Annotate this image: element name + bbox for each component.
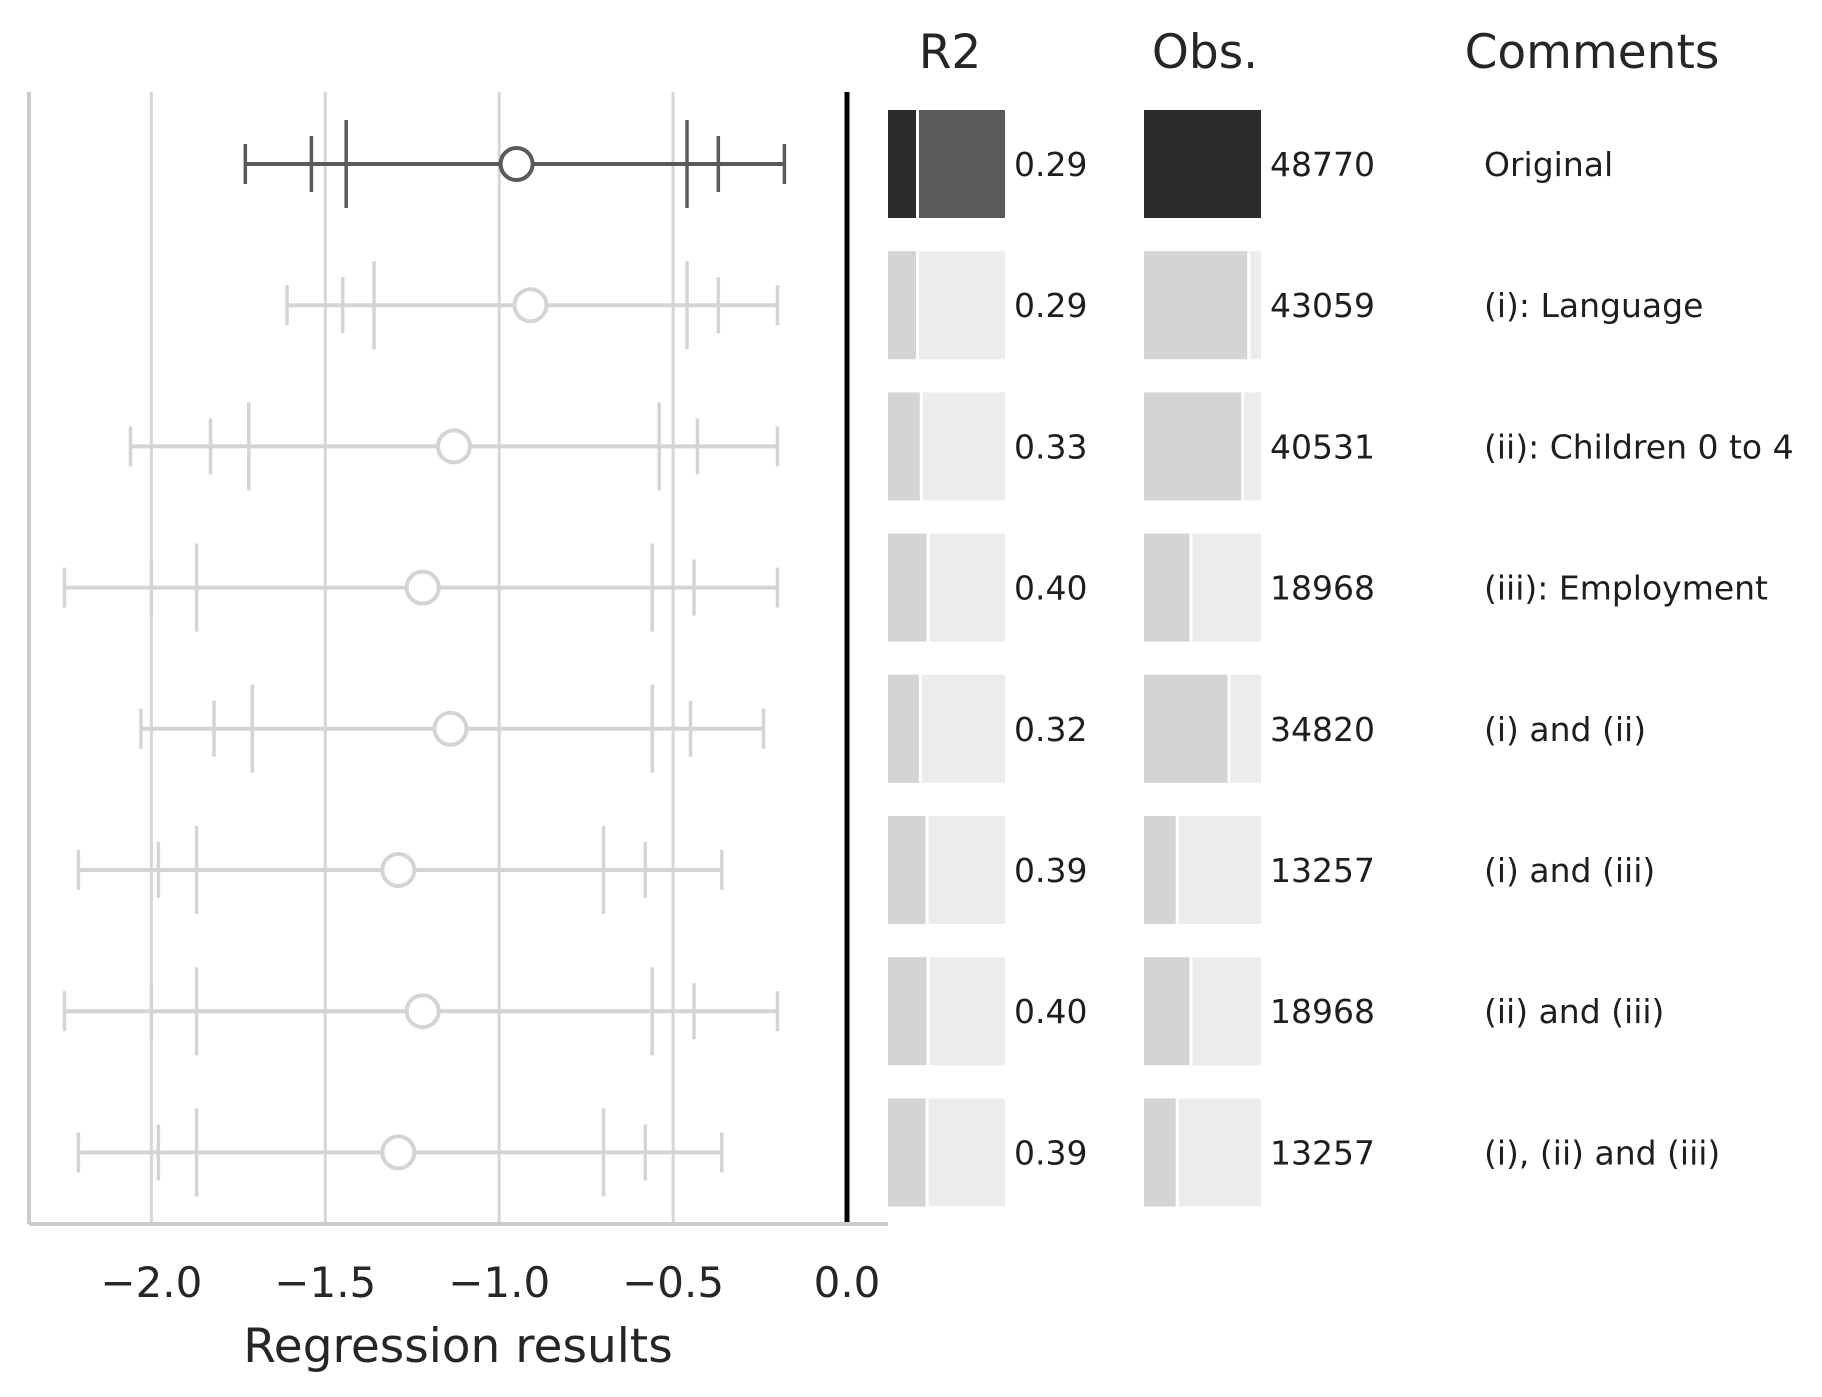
r2-value: 0.39	[1014, 1133, 1087, 1172]
row-comment: (i) and (ii)	[1484, 710, 1646, 749]
obs-value: 34820	[1270, 710, 1375, 749]
row-comment: (ii) and (iii)	[1484, 992, 1664, 1031]
point-estimate	[432, 710, 469, 747]
obs-bar-fill	[1144, 251, 1248, 360]
estimate-row: 0.39 13257 (i) and (iii)	[76, 816, 1655, 924]
obs-bar-fill	[1144, 674, 1228, 783]
estimate-row: 0.33 40531 (ii): Children 0 to 4	[128, 392, 1794, 501]
obs-value: 13257	[1270, 851, 1375, 890]
obs-value: 18968	[1270, 569, 1375, 608]
r2-bar-fill	[888, 957, 927, 1066]
point-estimate	[512, 287, 549, 324]
obs-bar-fill	[1144, 816, 1176, 924]
point-estimate	[404, 993, 441, 1030]
obs-bar-fill	[1144, 1098, 1176, 1207]
row-comment: (iii): Employment	[1484, 569, 1768, 608]
r2-value: 0.32	[1014, 710, 1087, 749]
estimate-row: 0.40 18968 (ii) and (iii)	[62, 957, 1664, 1066]
obs-value: 43059	[1270, 286, 1375, 325]
r2-bar-fill	[888, 674, 919, 783]
row-comment: (i): Language	[1484, 286, 1703, 325]
estimate-row: 0.29 43059 (i): Language	[285, 251, 1703, 360]
x-tick-labels: −2.0 −1.5 −1.0 −0.5 0.0	[100, 1258, 880, 1307]
row-comment: (ii): Children 0 to 4	[1484, 427, 1794, 466]
x-tick-label: −1.0	[448, 1258, 550, 1307]
r2-value: 0.40	[1014, 569, 1087, 608]
point-estimate	[498, 146, 535, 182]
estimate-row: 0.32 34820 (i) and (ii)	[139, 674, 1646, 783]
x-tick-label: −2.0	[100, 1258, 202, 1307]
estimate-row: 0.39 13257 (i), (ii) and (iii)	[76, 1098, 1720, 1207]
x-tick-label: −0.5	[622, 1258, 724, 1307]
row-comment: Original	[1484, 145, 1613, 184]
row-comment: (i), (ii) and (iii)	[1484, 1133, 1720, 1172]
r2-bar-fill	[888, 1098, 926, 1207]
r2-value: 0.29	[1014, 286, 1087, 325]
r2-bar-fill	[888, 251, 916, 360]
estimate-row: 0.29 48770 Original	[243, 110, 1613, 218]
r2-bar-fill	[888, 816, 926, 924]
r2-bar-fill	[888, 392, 920, 501]
axes	[27, 92, 888, 1226]
x-tick-label: 0.0	[814, 1258, 881, 1307]
r2-value: 0.40	[1014, 992, 1087, 1031]
obs-bar-fill	[1144, 392, 1242, 501]
obs-value: 13257	[1270, 1133, 1375, 1172]
point-estimate	[404, 569, 441, 606]
r2-bar-fill	[888, 533, 927, 642]
point-estimate	[435, 428, 472, 465]
obs-bar-fill	[1144, 957, 1190, 1066]
x-axis-title: Regression results	[243, 1319, 672, 1374]
obs-value: 48770	[1270, 145, 1375, 184]
r2-value: 0.39	[1014, 851, 1087, 890]
obs-value: 40531	[1270, 427, 1375, 466]
comments-column-header: Comments	[1465, 25, 1720, 80]
obs-column-header: Obs.	[1152, 25, 1258, 80]
point-estimate	[380, 852, 417, 888]
r2-value: 0.29	[1014, 145, 1087, 184]
point-estimate	[380, 1134, 417, 1171]
obs-bar-fill	[1144, 110, 1261, 218]
r2-bar-fill	[888, 110, 916, 218]
obs-bar-fill	[1144, 533, 1190, 642]
x-tick-label: −1.5	[274, 1258, 376, 1307]
grid-lines	[149, 92, 675, 1222]
estimate-row: 0.40 18968 (iii): Employment	[62, 533, 1768, 642]
row-comment: (i) and (iii)	[1484, 851, 1655, 890]
obs-value: 18968	[1270, 992, 1375, 1031]
r2-column-header: R2	[919, 25, 982, 80]
r2-value: 0.33	[1014, 427, 1087, 466]
